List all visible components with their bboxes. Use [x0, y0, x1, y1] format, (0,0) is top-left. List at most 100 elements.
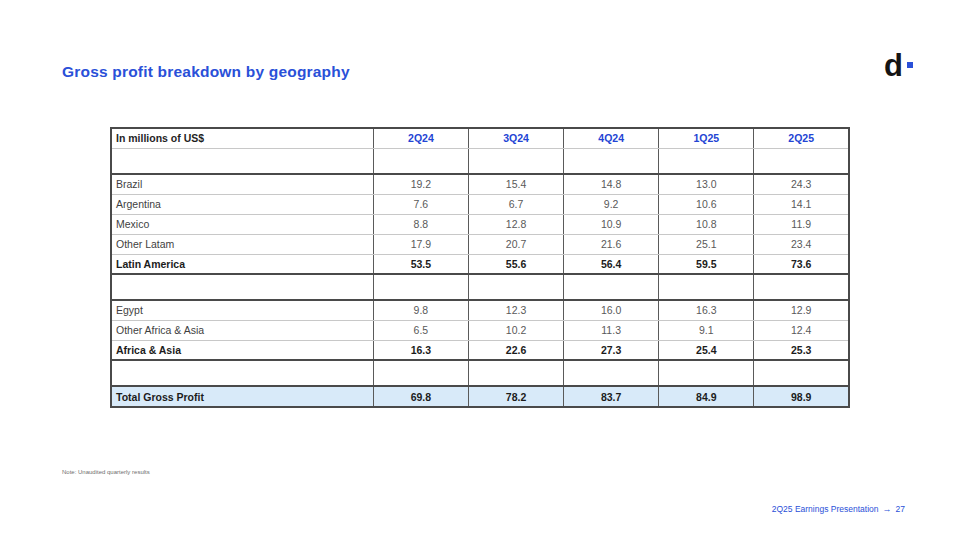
cell-value: 13.0 — [659, 174, 754, 194]
gross-profit-table: In millions of US$ 2Q24 3Q24 4Q24 1Q25 2… — [110, 127, 850, 408]
cell-value — [373, 274, 468, 300]
cell-value: 9.1 — [659, 320, 754, 340]
cell-value: 69.8 — [373, 386, 468, 407]
slide: Gross profit breakdown by geography d In… — [0, 0, 960, 540]
logo-dot-icon — [907, 62, 913, 68]
arrow-right-icon: → — [883, 504, 892, 514]
page-number: 27 — [896, 504, 905, 514]
cell-value: 10.8 — [659, 214, 754, 234]
cell-value: 11.9 — [754, 214, 849, 234]
row-label: Brazil — [111, 174, 373, 194]
cell-value: 53.5 — [373, 254, 468, 274]
cell-value: 16.3 — [659, 300, 754, 320]
cell-value — [564, 274, 659, 300]
cell-value: 83.7 — [564, 386, 659, 407]
cell-value — [373, 148, 468, 174]
spacer-row — [111, 274, 849, 300]
cell-value: 22.6 — [468, 340, 563, 360]
row-label — [111, 360, 373, 386]
table-row: Egypt9.812.316.016.312.9 — [111, 300, 849, 320]
cell-value — [468, 274, 563, 300]
gross-profit-table-container: In millions of US$ 2Q24 3Q24 4Q24 1Q25 2… — [110, 127, 850, 408]
cell-value: 10.6 — [659, 194, 754, 214]
cell-value: 9.8 — [373, 300, 468, 320]
row-label — [111, 274, 373, 300]
table-row: Mexico8.812.810.910.811.9 — [111, 214, 849, 234]
cell-value: 20.7 — [468, 234, 563, 254]
table-row: Latin America53.555.656.459.573.6 — [111, 254, 849, 274]
row-label — [111, 148, 373, 174]
table-header-row: In millions of US$ 2Q24 3Q24 4Q24 1Q25 2… — [111, 128, 849, 148]
cell-value: 6.5 — [373, 320, 468, 340]
cell-value — [468, 148, 563, 174]
column-header: 1Q25 — [659, 128, 754, 148]
cell-value: 16.0 — [564, 300, 659, 320]
page-title: Gross profit breakdown by geography — [62, 63, 350, 81]
footer-label: 2Q25 Earnings Presentation — [772, 504, 879, 514]
cell-value: 14.1 — [754, 194, 849, 214]
table-row: Africa & Asia16.322.627.325.425.3 — [111, 340, 849, 360]
row-label: Africa & Asia — [111, 340, 373, 360]
company-logo: d — [884, 50, 913, 81]
cell-value: 84.9 — [659, 386, 754, 407]
row-label: Latin America — [111, 254, 373, 274]
unit-header-cell: In millions of US$ — [111, 128, 373, 148]
cell-value: 10.9 — [564, 214, 659, 234]
table-row: Total Gross Profit69.878.283.784.998.9 — [111, 386, 849, 407]
cell-value — [659, 148, 754, 174]
row-label: Argentina — [111, 194, 373, 214]
table-row: Other Latam17.920.721.625.123.4 — [111, 234, 849, 254]
spacer-row — [111, 360, 849, 386]
cell-value: 15.4 — [468, 174, 563, 194]
cell-value: 19.2 — [373, 174, 468, 194]
slide-footer: 2Q25 Earnings Presentation → 27 — [772, 504, 905, 514]
row-label: Other Latam — [111, 234, 373, 254]
cell-value — [564, 148, 659, 174]
cell-value: 25.4 — [659, 340, 754, 360]
spacer-row — [111, 148, 849, 174]
cell-value — [754, 360, 849, 386]
cell-value: 11.3 — [564, 320, 659, 340]
logo-letter: d — [884, 50, 903, 81]
table-row: Other Africa & Asia6.510.211.39.112.4 — [111, 320, 849, 340]
cell-value: 16.3 — [373, 340, 468, 360]
footnote: Note: Unaudited quarterly results — [62, 469, 150, 475]
cell-value: 25.3 — [754, 340, 849, 360]
column-header: 2Q25 — [754, 128, 849, 148]
cell-value: 98.9 — [754, 386, 849, 407]
cell-value — [754, 148, 849, 174]
cell-value — [564, 360, 659, 386]
column-header: 2Q24 — [373, 128, 468, 148]
row-label: Other Africa & Asia — [111, 320, 373, 340]
column-header: 4Q24 — [564, 128, 659, 148]
cell-value: 8.8 — [373, 214, 468, 234]
cell-value: 12.3 — [468, 300, 563, 320]
cell-value: 10.2 — [468, 320, 563, 340]
row-label: Egypt — [111, 300, 373, 320]
cell-value: 7.6 — [373, 194, 468, 214]
row-label: Total Gross Profit — [111, 386, 373, 407]
cell-value: 55.6 — [468, 254, 563, 274]
cell-value: 56.4 — [564, 254, 659, 274]
cell-value: 21.6 — [564, 234, 659, 254]
cell-value: 25.1 — [659, 234, 754, 254]
cell-value — [659, 274, 754, 300]
column-header: 3Q24 — [468, 128, 563, 148]
cell-value: 14.8 — [564, 174, 659, 194]
cell-value: 9.2 — [564, 194, 659, 214]
cell-value: 12.4 — [754, 320, 849, 340]
cell-value — [754, 274, 849, 300]
cell-value: 6.7 — [468, 194, 563, 214]
cell-value: 17.9 — [373, 234, 468, 254]
cell-value: 73.6 — [754, 254, 849, 274]
row-label: Mexico — [111, 214, 373, 234]
table-row: Brazil19.215.414.813.024.3 — [111, 174, 849, 194]
cell-value: 59.5 — [659, 254, 754, 274]
cell-value: 24.3 — [754, 174, 849, 194]
cell-value — [468, 360, 563, 386]
cell-value: 23.4 — [754, 234, 849, 254]
cell-value — [373, 360, 468, 386]
cell-value: 12.8 — [468, 214, 563, 234]
cell-value: 78.2 — [468, 386, 563, 407]
table-row: Argentina7.66.79.210.614.1 — [111, 194, 849, 214]
